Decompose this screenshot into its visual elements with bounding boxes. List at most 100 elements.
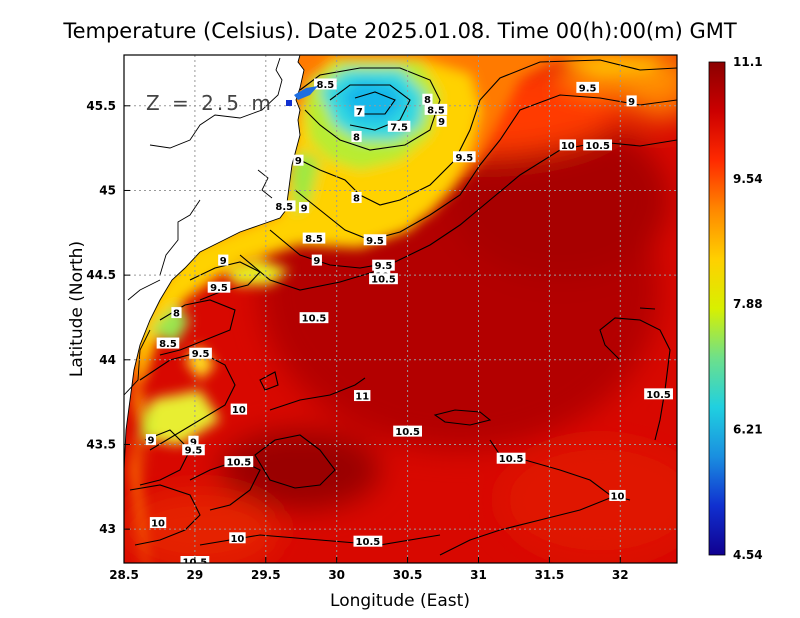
x-axis-ticks: 28.5 29 29.5 30 30.5 31 31.5 32 bbox=[109, 557, 629, 582]
colorbar-tick-label-2: 7.88 bbox=[733, 297, 763, 311]
colorbar-gradient bbox=[708, 61, 726, 556]
contour-label-28: 11 bbox=[355, 392, 369, 403]
contour-label-23: 9.5 bbox=[210, 283, 228, 294]
contour-label-bg-38 bbox=[149, 517, 167, 529]
contour-label-13: 8 bbox=[353, 193, 360, 204]
contour-label-bg-7 bbox=[626, 95, 637, 107]
contour-label-bg-36 bbox=[496, 452, 526, 464]
contour-label-27: 9.5 bbox=[192, 349, 210, 360]
colorbar: 11.1 9.54 7.88 6.21 4.54 bbox=[708, 55, 763, 562]
contour-label-bg-39 bbox=[229, 532, 246, 544]
contour-label-5: 7.5 bbox=[390, 122, 408, 133]
contour-label-11: 10.5 bbox=[585, 141, 610, 152]
contour-label-bg-29 bbox=[644, 388, 673, 400]
contour-label-35: 10.5 bbox=[227, 458, 252, 469]
contour-label-bg-13 bbox=[351, 191, 362, 203]
contour-label-bg-1 bbox=[354, 105, 365, 117]
contour-label-bg-23 bbox=[207, 281, 231, 293]
contour-label-bg-27 bbox=[189, 347, 212, 359]
contour-label-bg-32 bbox=[145, 434, 157, 446]
contour-label-36: 10.5 bbox=[499, 454, 524, 465]
y-tick-label-0: 43 bbox=[99, 522, 116, 536]
contour-label-2: 8 bbox=[424, 95, 431, 106]
contour-label-31: 10.5 bbox=[395, 427, 420, 438]
plot-frame bbox=[123, 54, 678, 564]
contour-label-bg-33 bbox=[188, 435, 199, 447]
contour-label-26: 8.5 bbox=[159, 339, 177, 350]
contour-label-38: 10 bbox=[151, 519, 165, 530]
contour-label-10: 10 bbox=[561, 141, 575, 152]
contour-label-bg-26 bbox=[156, 337, 180, 349]
contour-label-1: 7 bbox=[356, 107, 363, 118]
contour-label-7: 9 bbox=[628, 97, 635, 108]
contour-label-15: 9 bbox=[301, 204, 308, 215]
chart-title: Temperature (Celsius). Date 2025.01.08. … bbox=[62, 19, 737, 43]
contour-label-0: 8.5 bbox=[316, 80, 334, 91]
contour-label-4: 9 bbox=[438, 117, 445, 128]
contour-label-6: 9.5 bbox=[579, 83, 597, 94]
depth-label: Z = 2.5 m bbox=[146, 91, 274, 115]
contour-label-bg-11 bbox=[583, 139, 612, 151]
contour-label-29: 10.5 bbox=[646, 390, 671, 401]
y-tick-label-1: 43.5 bbox=[86, 437, 116, 451]
contour-label-17: 9.5 bbox=[366, 236, 384, 247]
contour-label-9: 9 bbox=[295, 156, 302, 167]
contour-label-20: 9.5 bbox=[375, 261, 393, 272]
contour-label-bg-37 bbox=[609, 489, 626, 501]
contour-label-24: 8 bbox=[173, 309, 180, 320]
x-axis-label: Longitude (East) bbox=[330, 591, 470, 611]
contour-label-12: 9.5 bbox=[455, 153, 473, 164]
y-tick-label-5: 45.5 bbox=[86, 99, 116, 113]
contour-label-bg-31 bbox=[393, 425, 422, 437]
contour-label-bg-5 bbox=[387, 120, 411, 132]
contour-label-39: 10 bbox=[230, 534, 244, 545]
contour-label-bg-9 bbox=[293, 154, 304, 166]
x-tick-label-3: 30 bbox=[328, 568, 345, 582]
contour-label-bg-17 bbox=[363, 234, 387, 246]
contour-label-16: 8.5 bbox=[305, 234, 323, 245]
contour-label-bg-22 bbox=[369, 273, 398, 285]
danube-delta-cold-spot bbox=[286, 86, 318, 106]
contour-label-40: 10.5 bbox=[356, 537, 381, 548]
graticule-grid bbox=[124, 55, 677, 563]
contour-label-bg-24 bbox=[171, 307, 182, 319]
contour-label-25: 10.5 bbox=[302, 314, 327, 325]
colorbar-tick-label-1: 9.54 bbox=[733, 172, 763, 186]
contour-label-bg-16 bbox=[302, 232, 326, 244]
contour-label-bg-34 bbox=[182, 444, 205, 456]
x-tick-label-4: 30.5 bbox=[393, 568, 423, 582]
contour-label-bg-0 bbox=[314, 78, 337, 90]
x-tick-label-5: 31 bbox=[470, 568, 487, 582]
x-tick-label-6: 31.5 bbox=[535, 568, 565, 582]
contour-label-bg-25 bbox=[299, 312, 329, 324]
colorbar-ticks: 11.1 9.54 7.88 6.21 4.54 bbox=[733, 55, 763, 562]
contour-label-30: 10 bbox=[232, 405, 246, 416]
y-axis-label: Latitude (North) bbox=[67, 241, 87, 377]
colorbar-tick-label-4: 4.54 bbox=[733, 548, 763, 562]
contour-label-14: 8.5 bbox=[275, 202, 293, 213]
y-tick-label-2: 44 bbox=[99, 353, 116, 367]
contour-label-bg-6 bbox=[576, 81, 599, 93]
colorbar-tick-label-3: 6.21 bbox=[733, 422, 763, 436]
contour-label-18: 9 bbox=[220, 256, 227, 267]
contour-label-bg-4 bbox=[436, 115, 447, 127]
contour-label-bg-20 bbox=[372, 259, 395, 271]
x-tick-label-7: 32 bbox=[612, 568, 629, 582]
y-tick-label-3: 44.5 bbox=[86, 268, 116, 282]
contour-label-bg-30 bbox=[230, 403, 248, 415]
land-mask bbox=[124, 55, 304, 470]
contour-label-bg-3 bbox=[424, 103, 448, 115]
contour-label-19: 9 bbox=[313, 256, 320, 267]
contour-label-bg-40 bbox=[353, 535, 383, 547]
contour-label-33: 9 bbox=[190, 437, 197, 448]
y-tick-label-4: 45 bbox=[99, 183, 116, 197]
x-tick-label-0: 28.5 bbox=[109, 568, 139, 582]
contour-label-bg-2 bbox=[422, 93, 433, 105]
contour-label-37: 10 bbox=[610, 491, 624, 502]
contour-label-bg-18 bbox=[218, 254, 229, 266]
contour-label-34: 9.5 bbox=[185, 446, 203, 457]
contour-label-bg-14 bbox=[272, 200, 296, 212]
coastline bbox=[124, 55, 305, 471]
contour-label-3: 8.5 bbox=[427, 105, 445, 116]
